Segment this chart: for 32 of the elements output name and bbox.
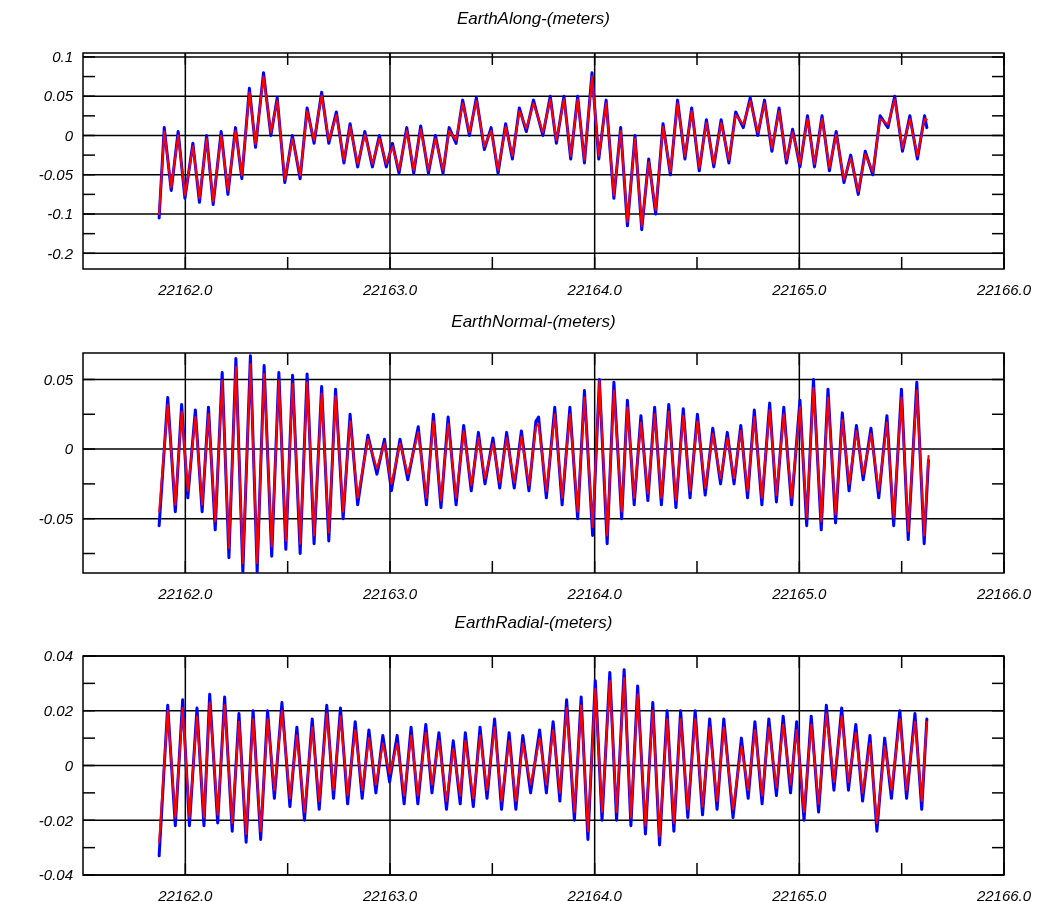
chart-title: EarthAlong-(meters)	[456, 9, 611, 28]
x-tick-label: 22164.0	[566, 585, 623, 602]
y-tick-label: 0	[64, 756, 74, 774]
x-tick-label: 22166.0	[975, 281, 1032, 298]
x-tick-label: 22162.0	[157, 887, 214, 901]
x-tick-label: 22166.0	[975, 887, 1032, 901]
x-tick-label: 22163.0	[361, 887, 418, 901]
y-tick-label: 0.1	[52, 48, 73, 66]
x-tick-label: 22164.0	[566, 887, 623, 901]
y-tick-label: 0.04	[43, 647, 73, 665]
y-tick-label: 0.05	[43, 87, 74, 105]
y-tick-label: 0	[64, 440, 74, 458]
x-tick-label: 22165.0	[771, 887, 828, 901]
y-tick-label: 0.05	[43, 370, 74, 388]
y-tick-label: -0.04	[38, 866, 73, 884]
y-tick-label: -0.02	[38, 811, 74, 829]
x-tick-label: 22163.0	[361, 281, 418, 298]
y-tick-label: -0.05	[38, 509, 74, 527]
x-tick-label: 22166.0	[975, 585, 1032, 602]
y-tick-label: 0.02	[43, 702, 74, 719]
x-tick-label: 22162.0	[157, 585, 214, 602]
y-tick-label: 0	[64, 126, 74, 144]
y-tick-label: -0.05	[38, 166, 74, 183]
chart-title: EarthNormal-(meters)	[451, 312, 616, 331]
y-tick-label: -0.2	[47, 244, 74, 262]
x-tick-label: 22164.0	[566, 281, 623, 298]
x-tick-label: 22163.0	[361, 585, 418, 602]
x-tick-label: 22162.0	[157, 281, 214, 298]
x-tick-label: 22165.0	[771, 281, 828, 298]
x-tick-label: 22165.0	[771, 585, 828, 602]
y-tick-label: -0.1	[47, 205, 73, 223]
chart-title: EarthRadial-(meters)	[454, 613, 613, 632]
